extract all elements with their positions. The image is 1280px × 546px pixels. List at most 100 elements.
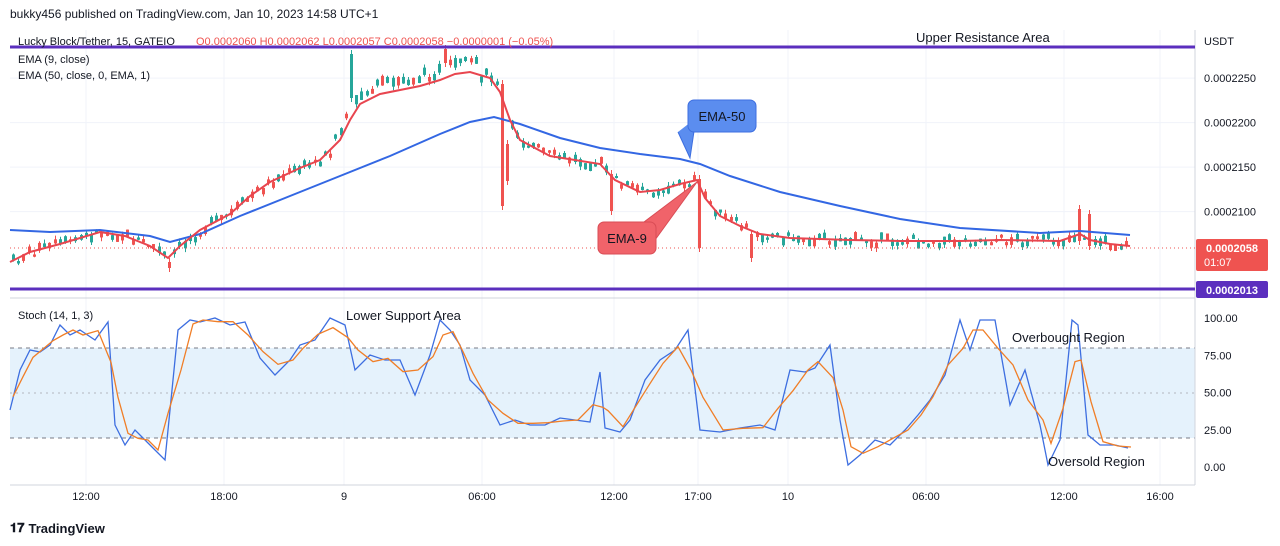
- candle-body: [236, 201, 239, 209]
- time-axis[interactable]: 12:00 18:00 9 06:00 12:00 17:00 10 06:00 12:00 16…: [72, 491, 1174, 503]
- overbought-label: Overbought Region: [1012, 330, 1125, 345]
- candle-body: [693, 175, 696, 181]
- candle-body: [116, 235, 119, 242]
- candle-body: [506, 144, 509, 181]
- candle-body: [766, 237, 769, 240]
- candle-body: [376, 79, 379, 86]
- candle-body: [828, 241, 831, 245]
- upper-resistance-label: Upper Resistance Area: [916, 30, 1050, 45]
- price-axis[interactable]: 0.0002250 0.0002200 0.0002150 0.0002100: [1204, 73, 1256, 218]
- candle-body: [610, 174, 613, 211]
- candle-body: [262, 187, 265, 195]
- candle-body: [386, 76, 389, 83]
- candle-body: [886, 233, 889, 241]
- candle-body: [704, 191, 707, 199]
- candle-body: [844, 237, 847, 246]
- price-axis-currency: USDT: [1204, 36, 1234, 48]
- candle-body: [215, 215, 218, 222]
- candle-body: [901, 242, 904, 245]
- time-tick-label: 12:00: [1050, 491, 1078, 503]
- candle-body: [730, 216, 733, 221]
- candle-body: [1026, 239, 1029, 247]
- candle-body: [542, 147, 545, 153]
- time-tick-label: 16:00: [1146, 491, 1174, 503]
- legend-stoch: Stoch (14, 1, 3): [18, 310, 93, 322]
- ema9-callout[interactable]: EMA-9: [597, 181, 698, 255]
- candle-body: [444, 49, 447, 63]
- candle-body: [584, 163, 587, 170]
- candle-body: [366, 91, 369, 96]
- candle-body: [854, 232, 857, 240]
- candle-body: [735, 217, 738, 221]
- candle-body: [1120, 245, 1123, 250]
- candle-body: [438, 63, 441, 73]
- candle-body: [496, 81, 499, 85]
- candle-body: [948, 234, 951, 241]
- stoch-axis[interactable]: 100.00 75.00 50.00 25.00 0.00: [1204, 313, 1238, 474]
- candle-body: [418, 76, 421, 84]
- candle-body: [1073, 236, 1076, 243]
- candle-body: [111, 235, 114, 240]
- candle-body: [745, 223, 748, 228]
- candle-body: [927, 243, 930, 248]
- candle-body: [1005, 242, 1008, 246]
- candle-body: [1078, 209, 1081, 241]
- candle-body: [402, 76, 405, 84]
- candle-body: [381, 75, 384, 86]
- candle-body: [501, 84, 504, 206]
- candle-body: [334, 134, 337, 139]
- price-tick-label: 0.0002150: [1204, 162, 1256, 174]
- candle-body: [787, 232, 790, 236]
- candle-body: [132, 239, 135, 245]
- last-price-badge: 0.0002058 01:07: [1196, 239, 1268, 271]
- candle-body: [548, 150, 551, 153]
- candle-body: [823, 232, 826, 239]
- candle-body: [522, 141, 525, 148]
- candle-body: [912, 234, 915, 239]
- candle-body: [756, 232, 759, 238]
- candle-body: [740, 225, 743, 231]
- candle-body: [667, 185, 670, 194]
- candle-body: [1016, 233, 1019, 242]
- candle-body: [1104, 235, 1107, 244]
- candle-body: [272, 182, 275, 188]
- candle-body: [282, 174, 285, 181]
- candle-body: [454, 57, 457, 68]
- candle-body: [683, 182, 686, 189]
- candle-body: [423, 67, 426, 75]
- candle-body: [688, 184, 691, 188]
- candle-body: [28, 246, 31, 253]
- legend-ohlc: O0.0002060 H0.0002062 L0.0002057 C0.0002…: [196, 36, 553, 48]
- candle-body: [750, 234, 753, 258]
- candle-body: [459, 58, 462, 64]
- candle-body: [329, 153, 332, 158]
- candle-body: [860, 237, 863, 240]
- candle-body: [865, 240, 868, 244]
- candle-body: [714, 209, 717, 217]
- candle-body: [199, 234, 202, 237]
- time-tick-label: 12:00: [600, 491, 628, 503]
- candle-body: [350, 54, 353, 98]
- candle-body: [1031, 236, 1034, 239]
- candle-body: [652, 192, 655, 198]
- last-price-value: 0.0002058: [1206, 243, 1258, 255]
- countdown-timer: 01:07: [1204, 257, 1232, 269]
- candle-body: [85, 232, 88, 236]
- candle-body: [121, 234, 124, 241]
- candle-body: [194, 237, 197, 243]
- candle-body: [532, 142, 535, 148]
- candle-body: [246, 197, 249, 202]
- candle-body: [709, 201, 712, 205]
- candle-body: [178, 241, 181, 247]
- ema50-line: [9, 115, 1131, 244]
- ema50-callout[interactable]: EMA-50: [677, 99, 757, 160]
- candle-body: [319, 161, 322, 167]
- candle-body: [22, 254, 25, 261]
- candle-body: [938, 242, 941, 249]
- candle-body: [631, 183, 634, 188]
- time-tick-label: 18:00: [210, 491, 238, 503]
- support-price-value: 0.0002013: [1206, 285, 1258, 297]
- candle-body: [615, 176, 618, 179]
- candle-body: [1125, 240, 1128, 247]
